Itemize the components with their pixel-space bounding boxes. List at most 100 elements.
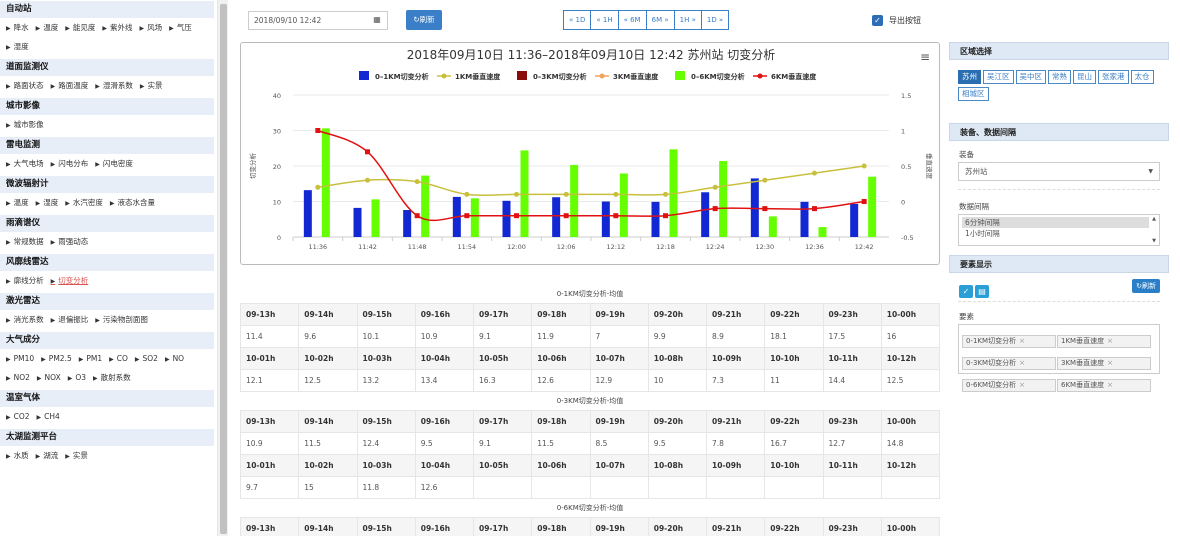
- sidebar-item[interactable]: ▶ 散射系数: [93, 369, 131, 388]
- sidebar-section-title[interactable]: 微波辐射计: [0, 176, 214, 193]
- sidebar-item[interactable]: ▶ 气压: [169, 19, 192, 38]
- sidebar-item-label: 廓线分析: [13, 276, 44, 285]
- sidebar-section-title[interactable]: 激光雷达: [0, 293, 214, 310]
- element-tag[interactable]: 3KM垂直速度 ×: [1057, 357, 1151, 370]
- clear-icon[interactable]: ▤: [975, 285, 989, 298]
- sidebar-item[interactable]: ▶ 雨强动态: [51, 233, 89, 252]
- sidebar-item[interactable]: ▶ 温度: [36, 19, 59, 38]
- device-select[interactable]: 苏州站 ▼: [958, 162, 1160, 181]
- sidebar-item[interactable]: ▶ 路面状态: [6, 77, 44, 96]
- sidebar-item[interactable]: ▶ 廓线分析: [6, 272, 44, 291]
- sidebar-item[interactable]: ▶ 污染物剖面图: [95, 311, 148, 330]
- sidebar-item[interactable]: ▶ 城市影像: [6, 116, 44, 135]
- element-refresh-button[interactable]: ↻刷新: [1132, 279, 1160, 293]
- time-nav-button[interactable]: « 6M: [617, 10, 647, 30]
- date-input[interactable]: 2018/09/10 12:42: [248, 11, 388, 30]
- remove-icon[interactable]: ×: [1019, 337, 1025, 345]
- sidebar-item[interactable]: ▶ 湿度: [36, 194, 59, 213]
- element-tag[interactable]: 0-3KM切变分析 ×: [962, 357, 1056, 370]
- remove-icon[interactable]: ×: [1107, 359, 1113, 367]
- sidebar-section-title[interactable]: 大气成分: [0, 332, 214, 349]
- region-chip[interactable]: 太仓: [1130, 70, 1154, 84]
- remove-icon[interactable]: ×: [1107, 381, 1113, 389]
- region-chip[interactable]: 吴江区: [983, 70, 1014, 84]
- sidebar-section-title[interactable]: 温室气体: [0, 390, 214, 407]
- sidebar-item[interactable]: ▶ 降水: [6, 19, 29, 38]
- region-chip[interactable]: 相城区: [958, 87, 989, 101]
- sidebar-section-title[interactable]: 雨滴谱仪: [0, 215, 214, 232]
- sidebar-item[interactable]: ▶ O3: [68, 369, 86, 388]
- region-chip[interactable]: 吴中区: [1015, 70, 1046, 84]
- x-tick-label: 11:54: [457, 243, 476, 251]
- sidebar-item[interactable]: ▶ NO2: [6, 369, 30, 388]
- sidebar-item[interactable]: ▶ 路面温度: [51, 77, 89, 96]
- sidebar-section-title[interactable]: 雷电监测: [0, 137, 214, 154]
- sidebar-item[interactable]: ▶ 闪电分布: [51, 155, 89, 174]
- remove-icon[interactable]: ×: [1019, 381, 1025, 389]
- element-tags[interactable]: 0-1KM切变分析 × 1KM垂直速度 ×0-3KM切变分析 × 3KM垂直速度 ×0-6K…: [958, 324, 1160, 392]
- refresh-button[interactable]: ↻刷新: [406, 10, 442, 30]
- sidebar-item[interactable]: ▶ 风场: [140, 19, 163, 38]
- sidebar-item[interactable]: ▶ SO2: [135, 350, 158, 369]
- check-all-icon[interactable]: ✓: [959, 285, 973, 298]
- sidebar-section-title[interactable]: 城市影像: [0, 98, 214, 115]
- sidebar-section-title[interactable]: 太湖监测平台: [0, 429, 214, 446]
- remove-icon[interactable]: ×: [1019, 359, 1025, 367]
- sidebar-section-title[interactable]: 道面监测仪: [0, 59, 214, 76]
- sidebar-item[interactable]: ▶ 水汽密度: [65, 194, 103, 213]
- sidebar-item[interactable]: ▶ 闪电密度: [95, 155, 133, 174]
- interval-option[interactable]: 1小时间隔: [965, 229, 1000, 238]
- element-tag[interactable]: 0-1KM切变分析 ×: [962, 335, 1056, 348]
- sidebar-item[interactable]: ▶ 常规数据: [6, 233, 44, 252]
- sidebar-item[interactable]: ▶ 切变分析: [51, 272, 89, 291]
- triangle-right-icon: ▶: [50, 239, 56, 246]
- sidebar-item[interactable]: ▶ 退偏振比: [51, 311, 89, 330]
- sidebar-item[interactable]: ▶ PM2.5: [41, 350, 72, 369]
- time-nav-button[interactable]: 6M »: [645, 10, 675, 30]
- sidebar-item[interactable]: ▶ PM1: [79, 350, 102, 369]
- sidebar-section-title[interactable]: 自动站: [0, 1, 214, 18]
- sidebar-item[interactable]: ▶ 湖流: [36, 447, 59, 466]
- time-nav-button[interactable]: « 1D: [563, 10, 592, 30]
- sidebar-item[interactable]: ▶ NOX: [37, 369, 61, 388]
- sidebar-item[interactable]: ▶ 能见度: [65, 19, 95, 38]
- time-nav-button[interactable]: 1D »: [700, 10, 730, 30]
- element-tag[interactable]: 1KM垂直速度 ×: [1057, 335, 1151, 348]
- sidebar-item[interactable]: ▶ 消光系数: [6, 311, 44, 330]
- sidebar-scrollbar[interactable]: [217, 0, 228, 536]
- interval-option[interactable]: 6分钟间隔: [962, 217, 1149, 228]
- element-tag[interactable]: 0-6KM切变分析 ×: [962, 379, 1056, 392]
- region-chip[interactable]: 昆山: [1073, 70, 1096, 84]
- interval-listbox[interactable]: 6分钟间隔 1小时间隔 ▲ ▼: [958, 214, 1160, 246]
- sidebar-item[interactable]: ▶ NO: [165, 350, 184, 369]
- region-chip[interactable]: 张家港: [1098, 70, 1129, 84]
- sidebar-item[interactable]: ▶ 水质: [6, 447, 29, 466]
- calendar-icon[interactable]: ▦: [373, 15, 381, 24]
- sidebar-item[interactable]: ▶ 湿度: [6, 38, 29, 57]
- sidebar-item[interactable]: ▶ 大气电场: [6, 155, 44, 174]
- menu-icon[interactable]: ≡: [920, 50, 930, 64]
- scroll-up-icon[interactable]: ▲: [1152, 216, 1156, 222]
- sidebar-item[interactable]: ▶ 液态水含量: [110, 194, 155, 213]
- export-toggle[interactable]: ✓ 导出按钮: [872, 15, 921, 27]
- sidebar-item[interactable]: ▶ 温度: [6, 194, 29, 213]
- region-chip[interactable]: 苏州: [958, 70, 981, 84]
- element-tag[interactable]: 6KM垂直速度 ×: [1057, 379, 1151, 392]
- checkbox-icon[interactable]: ✓: [872, 15, 883, 26]
- sidebar-item[interactable]: ▶ 实景: [65, 447, 88, 466]
- time-nav-button[interactable]: « 1H: [590, 10, 619, 30]
- sidebar-item[interactable]: ▶ CO: [109, 350, 128, 369]
- sidebar-section-title[interactable]: 风廓线雷达: [0, 254, 214, 271]
- bar: [850, 203, 859, 237]
- sidebar-item[interactable]: ▶ 紫外线: [102, 19, 132, 38]
- scroll-down-icon[interactable]: ▼: [1152, 238, 1156, 244]
- scrollbar-thumb[interactable]: [220, 4, 227, 534]
- sidebar-item[interactable]: ▶ CO2: [6, 408, 30, 427]
- sidebar-item[interactable]: ▶ CH4: [37, 408, 60, 427]
- sidebar-item[interactable]: ▶ 湿滑系数: [95, 77, 133, 96]
- region-chip[interactable]: 常熟: [1048, 70, 1071, 84]
- time-nav-button[interactable]: 1H »: [673, 10, 702, 30]
- remove-icon[interactable]: ×: [1107, 337, 1113, 345]
- sidebar-item[interactable]: ▶ PM10: [6, 350, 34, 369]
- sidebar-item[interactable]: ▶ 实景: [140, 77, 163, 96]
